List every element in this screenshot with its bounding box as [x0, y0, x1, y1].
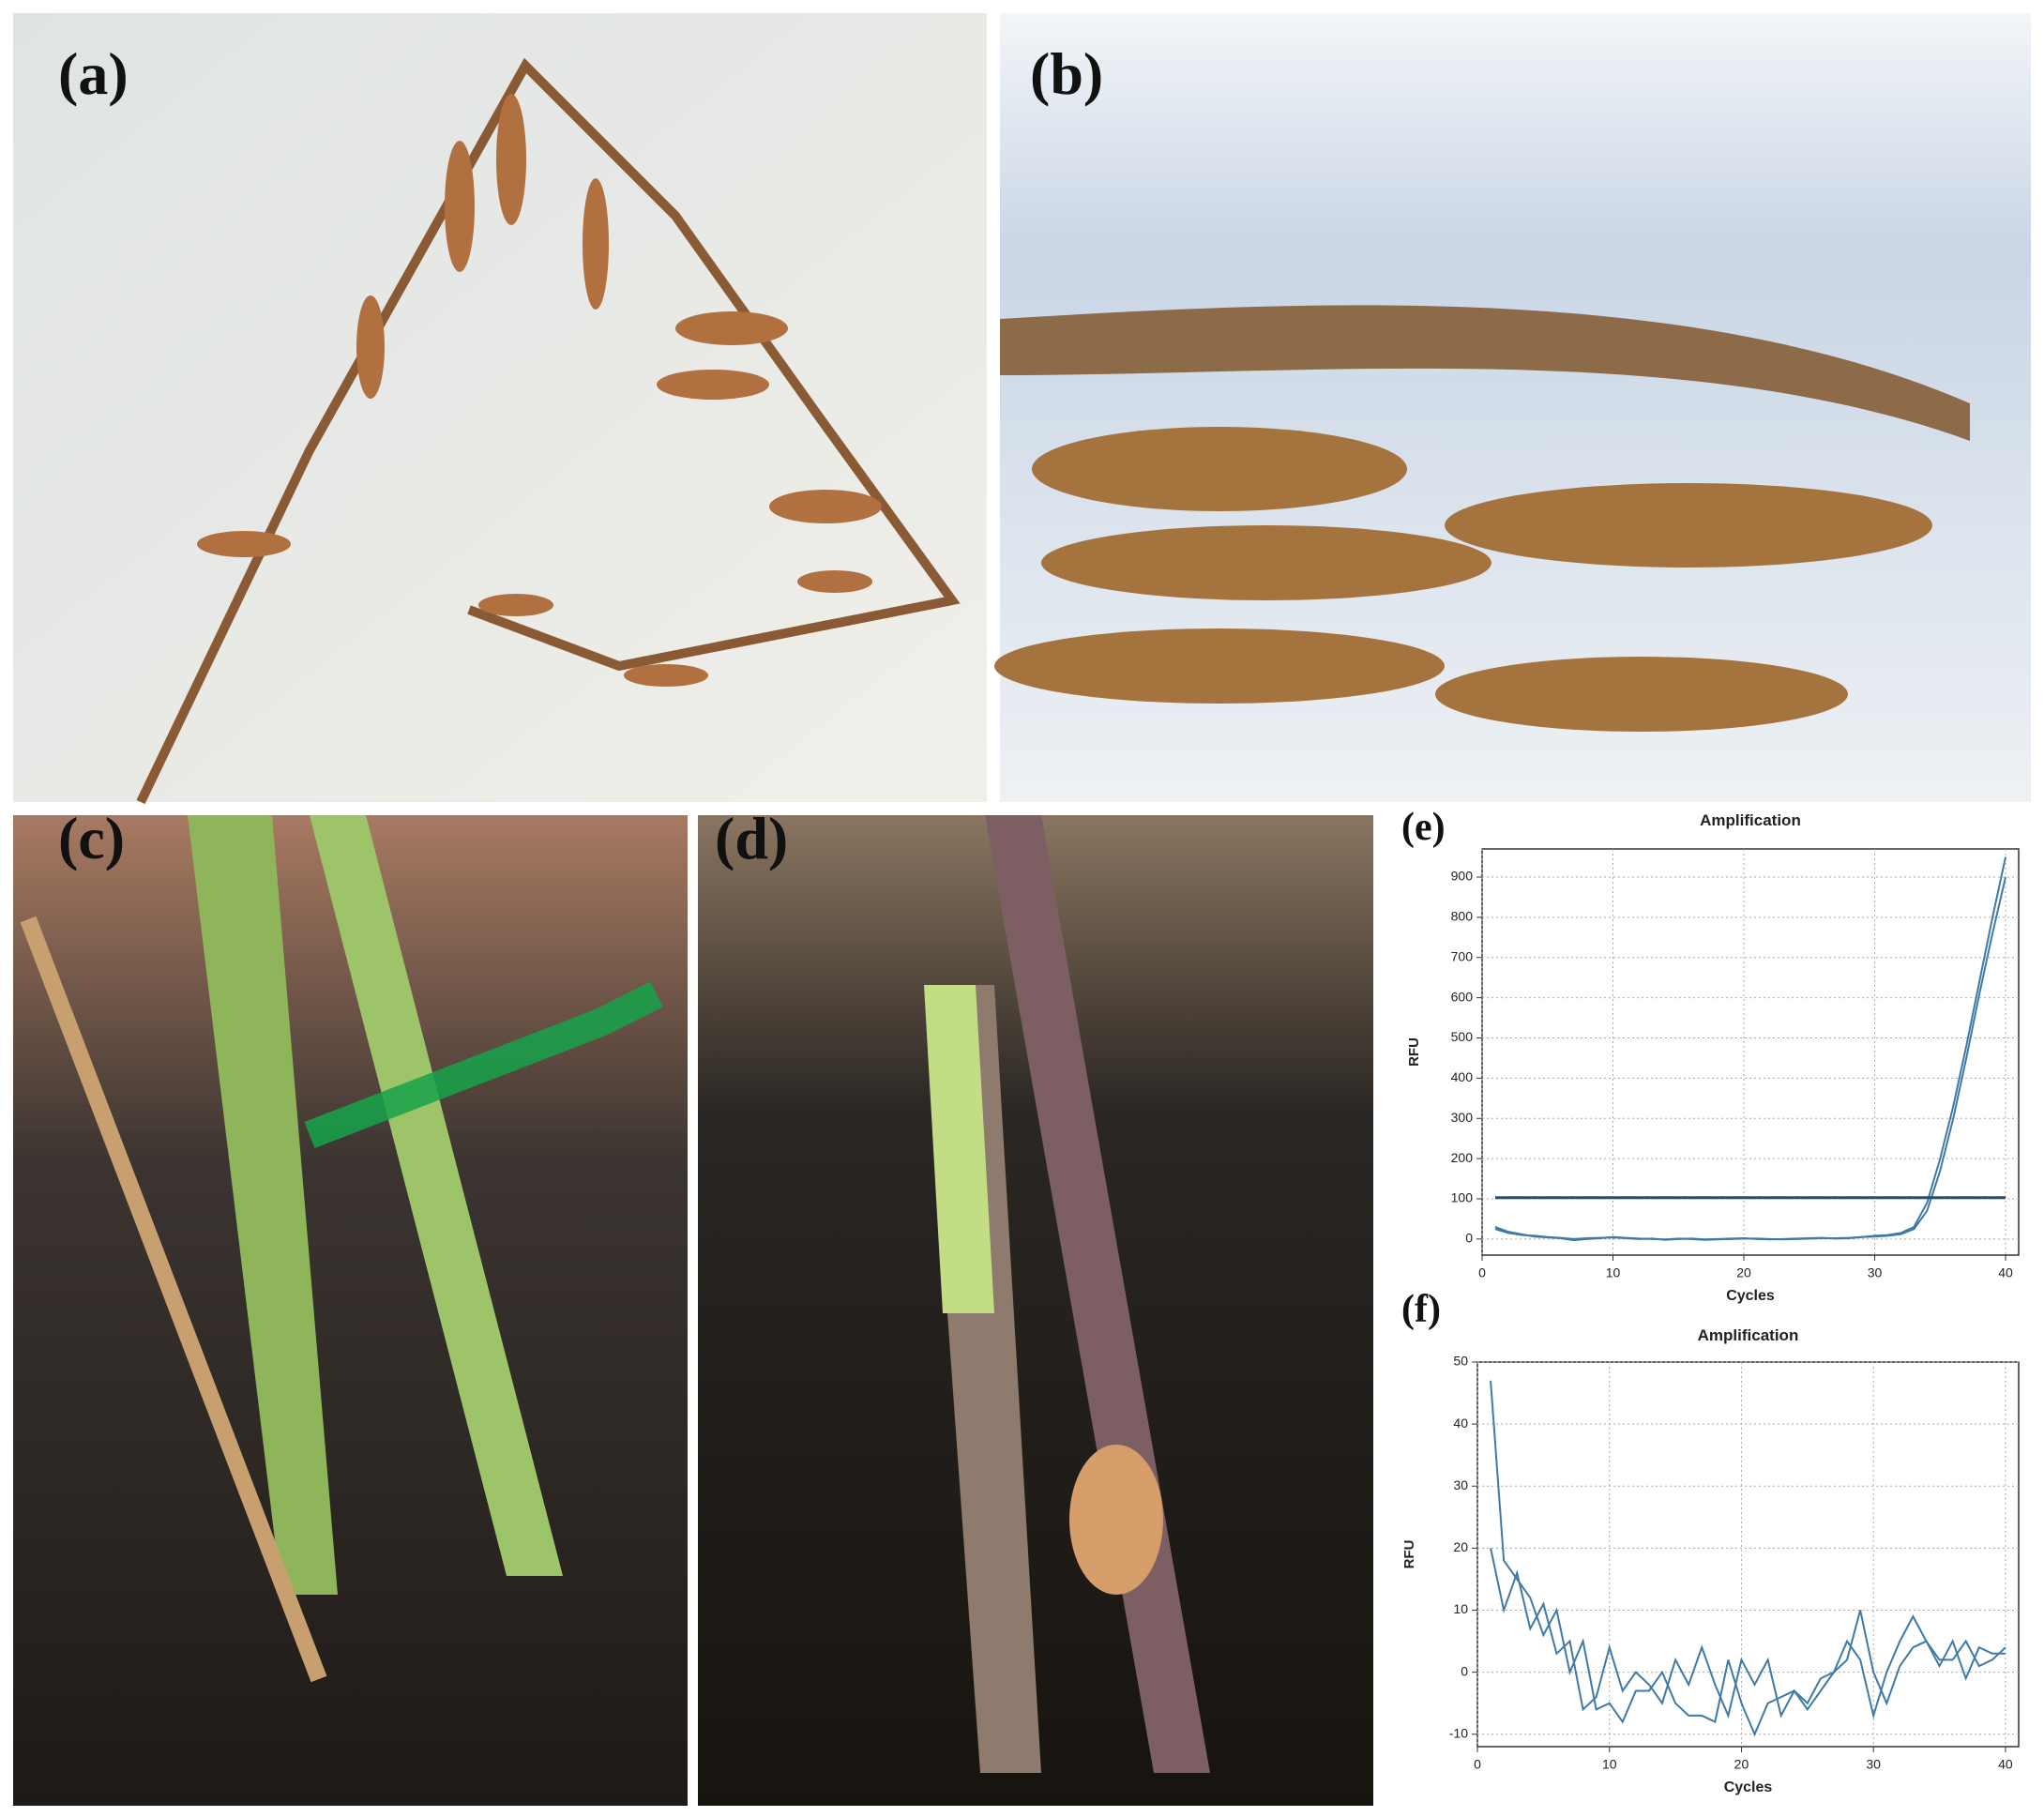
- y-tick-label: -10: [1449, 1725, 1468, 1740]
- y-tick-label: 0: [1461, 1663, 1468, 1678]
- x-tick-label: 20: [1734, 1757, 1749, 1772]
- y-axis-label: RFU: [1406, 1037, 1422, 1067]
- y-tick-label: 600: [1451, 989, 1474, 1004]
- y-tick-label: 800: [1451, 909, 1474, 924]
- plot-area: [1476, 1361, 2020, 1748]
- stem: [310, 815, 563, 1576]
- series-line: [1490, 1548, 2006, 1719]
- x-tick-label: 10: [1602, 1757, 1617, 1772]
- chart-title: Amplification: [1698, 1326, 1799, 1344]
- x-tick-label: 30: [1866, 1757, 1881, 1772]
- x-axis-label: Cycles: [1726, 1288, 1775, 1304]
- ruler: [304, 981, 663, 1148]
- series-line: [1490, 1380, 2006, 1737]
- y-tick-label: 20: [1453, 1539, 1468, 1554]
- y-tick-label: 400: [1451, 1069, 1474, 1084]
- x-tick-label: 10: [1606, 1265, 1621, 1280]
- photo-b: [994, 13, 2031, 802]
- y-tick-label: 30: [1453, 1477, 1468, 1492]
- series-line: [1494, 876, 2007, 1242]
- x-tick-label: 0: [1474, 1757, 1481, 1772]
- pods: [197, 94, 882, 687]
- x-tick-label: 40: [1998, 1265, 2013, 1280]
- plot-area: [1481, 848, 2020, 1256]
- x-axis-label: Cycles: [1724, 1779, 1773, 1795]
- photo-d: [698, 815, 1373, 1806]
- leaf: [1069, 1445, 1163, 1595]
- y-tick-label: 10: [1453, 1601, 1468, 1616]
- stem: [1000, 305, 1970, 441]
- x-tick-label: 30: [1868, 1265, 1883, 1280]
- pods: [994, 427, 1932, 732]
- y-axis-label: RFU: [1401, 1540, 1417, 1569]
- stake: [20, 916, 327, 1683]
- y-tick-label: 500: [1451, 1029, 1474, 1044]
- photo-c: [13, 815, 688, 1806]
- y-tick-label: 100: [1451, 1190, 1474, 1205]
- panel-label: (d): [715, 805, 788, 871]
- panel-label: (f): [1401, 1288, 1441, 1331]
- x-tick-label: 40: [1998, 1757, 2013, 1772]
- y-tick-label: 40: [1453, 1416, 1468, 1431]
- y-tick-label: 50: [1453, 1354, 1468, 1369]
- photo-a: [13, 13, 987, 805]
- panel-label: (a): [58, 40, 129, 107]
- panel-label: (b): [1030, 40, 1103, 107]
- panel-label: (c): [58, 805, 125, 871]
- x-tick-label: 0: [1478, 1265, 1486, 1280]
- stem: [188, 815, 338, 1595]
- y-tick-label: 700: [1451, 948, 1474, 963]
- chart-title: Amplification: [1700, 811, 1801, 829]
- panel-label: (e): [1401, 806, 1446, 849]
- y-tick-label: 200: [1451, 1150, 1474, 1165]
- y-tick-label: 300: [1451, 1110, 1474, 1125]
- y-tick-label: 0: [1465, 1231, 1473, 1246]
- x-tick-label: 20: [1736, 1265, 1751, 1280]
- photo-background: [13, 815, 688, 1806]
- split-stem: [924, 985, 994, 1313]
- y-tick-label: 900: [1451, 869, 1474, 884]
